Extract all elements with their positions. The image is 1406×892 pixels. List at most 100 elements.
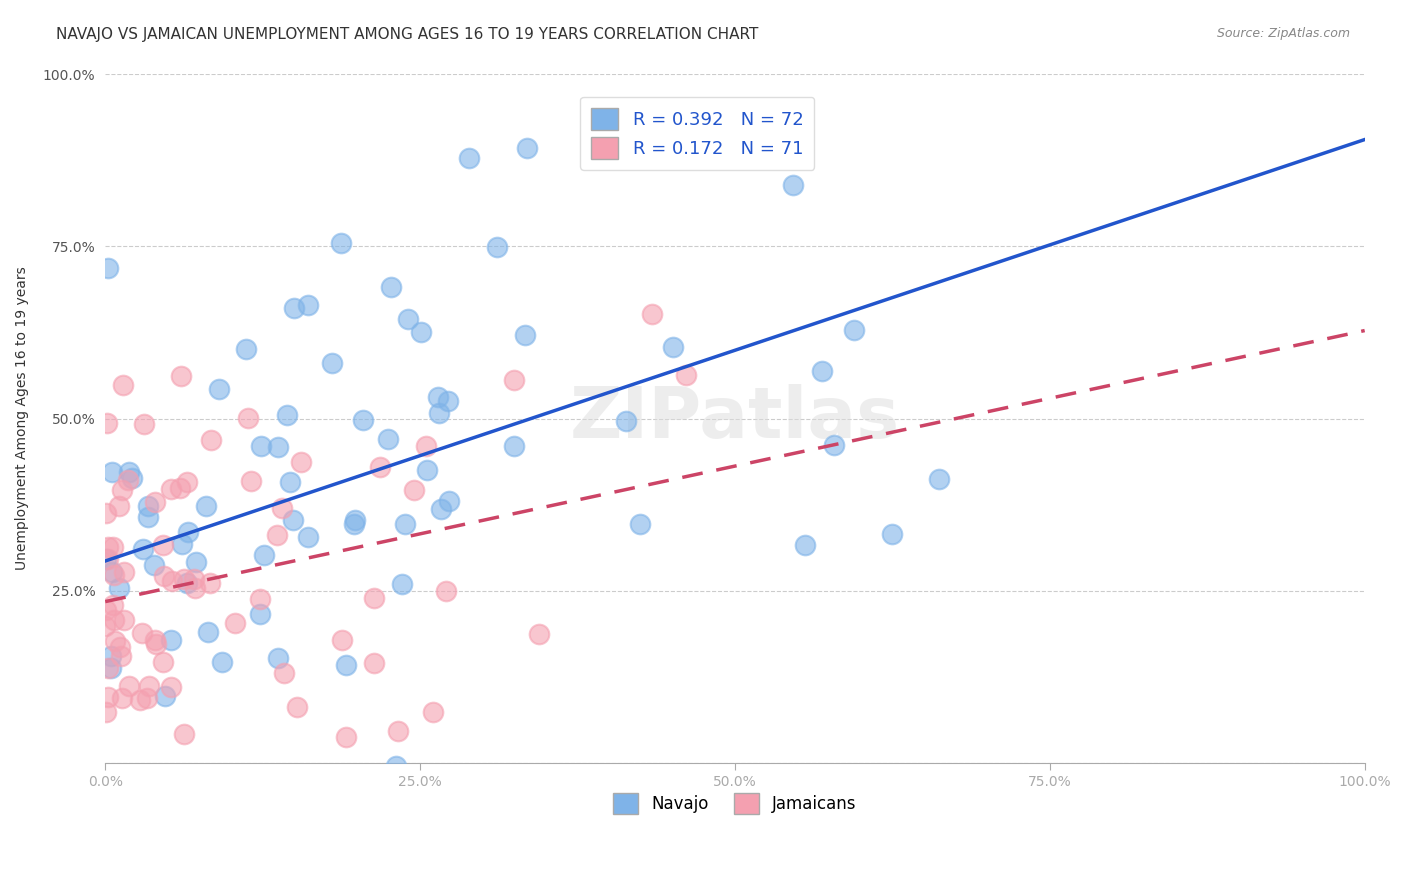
Point <box>253 549 276 563</box>
Point <box>297 530 319 544</box>
Point <box>186 555 208 569</box>
Point <box>380 279 402 293</box>
Point <box>108 640 131 655</box>
Point <box>132 541 155 556</box>
Point <box>111 483 134 497</box>
Point <box>290 455 312 469</box>
Point <box>278 475 301 490</box>
Point <box>404 483 426 498</box>
Point <box>321 356 343 370</box>
Legend: Navajo, Jamaicans: Navajo, Jamaicans <box>603 783 866 823</box>
Point <box>928 472 950 486</box>
Text: NAVAJO VS JAMAICAN UNEMPLOYMENT AMONG AGES 16 TO 19 YEARS CORRELATION CHART: NAVAJO VS JAMAICAN UNEMPLOYMENT AMONG AG… <box>56 27 759 42</box>
Point <box>436 394 458 409</box>
Point <box>160 482 183 496</box>
Point <box>329 235 352 250</box>
Point <box>136 510 159 524</box>
Point <box>343 513 366 527</box>
Point <box>152 655 174 669</box>
Point <box>352 413 374 427</box>
Point <box>132 863 155 878</box>
Point <box>267 651 290 665</box>
Point <box>811 364 834 378</box>
Point <box>266 528 288 542</box>
Point <box>111 690 134 705</box>
Point <box>96 705 118 719</box>
Point <box>136 499 159 513</box>
Point <box>155 689 177 703</box>
Point <box>112 377 135 392</box>
Point <box>824 437 846 451</box>
Point <box>138 679 160 693</box>
Point <box>97 540 120 554</box>
Point <box>641 307 664 321</box>
Point <box>103 598 125 612</box>
Point <box>194 500 217 514</box>
Point <box>101 465 124 479</box>
Point <box>103 613 125 627</box>
Point <box>100 648 122 663</box>
Point <box>129 693 152 707</box>
Point <box>112 566 135 580</box>
Point <box>335 657 357 672</box>
Point <box>276 408 298 422</box>
Point <box>104 634 127 648</box>
Point <box>97 660 120 674</box>
Point <box>363 591 385 605</box>
Point <box>240 475 263 489</box>
Point <box>297 298 319 312</box>
Point <box>235 342 257 356</box>
Point <box>486 240 509 254</box>
Point <box>422 705 444 719</box>
Point <box>882 526 904 541</box>
Point <box>377 433 399 447</box>
Point <box>458 152 481 166</box>
Point <box>614 414 637 428</box>
Point <box>135 691 157 706</box>
Point <box>675 368 697 383</box>
Point <box>114 780 136 795</box>
Point <box>97 552 120 566</box>
Point <box>97 690 120 705</box>
Point <box>527 627 550 641</box>
Point <box>411 326 433 340</box>
Point <box>97 261 120 276</box>
Point <box>184 581 207 595</box>
Point <box>108 582 131 596</box>
Point <box>335 730 357 744</box>
Point <box>285 700 308 714</box>
Point <box>152 538 174 552</box>
Point <box>224 615 246 630</box>
Point <box>112 613 135 627</box>
Point <box>170 368 193 383</box>
Point <box>211 655 233 669</box>
Point <box>183 572 205 586</box>
Point <box>281 513 304 527</box>
Point <box>503 439 526 453</box>
Point <box>134 417 156 431</box>
Point <box>368 460 391 475</box>
Point <box>628 516 651 531</box>
Point <box>502 373 524 387</box>
Point <box>160 680 183 694</box>
Point <box>427 390 450 404</box>
Point <box>94 603 117 617</box>
Point <box>160 632 183 647</box>
Point <box>283 301 305 316</box>
Point <box>200 434 222 448</box>
Point <box>131 625 153 640</box>
Point <box>103 568 125 582</box>
Point <box>94 619 117 633</box>
Point <box>100 661 122 675</box>
Point <box>162 574 184 589</box>
Point <box>143 494 166 508</box>
Point <box>782 178 804 192</box>
Point <box>118 465 141 479</box>
Point <box>118 679 141 693</box>
Point <box>391 576 413 591</box>
Point <box>267 440 290 454</box>
Point <box>153 569 176 583</box>
Point <box>143 632 166 647</box>
Point <box>430 502 453 516</box>
Text: ZIPatlas: ZIPatlas <box>569 384 900 453</box>
